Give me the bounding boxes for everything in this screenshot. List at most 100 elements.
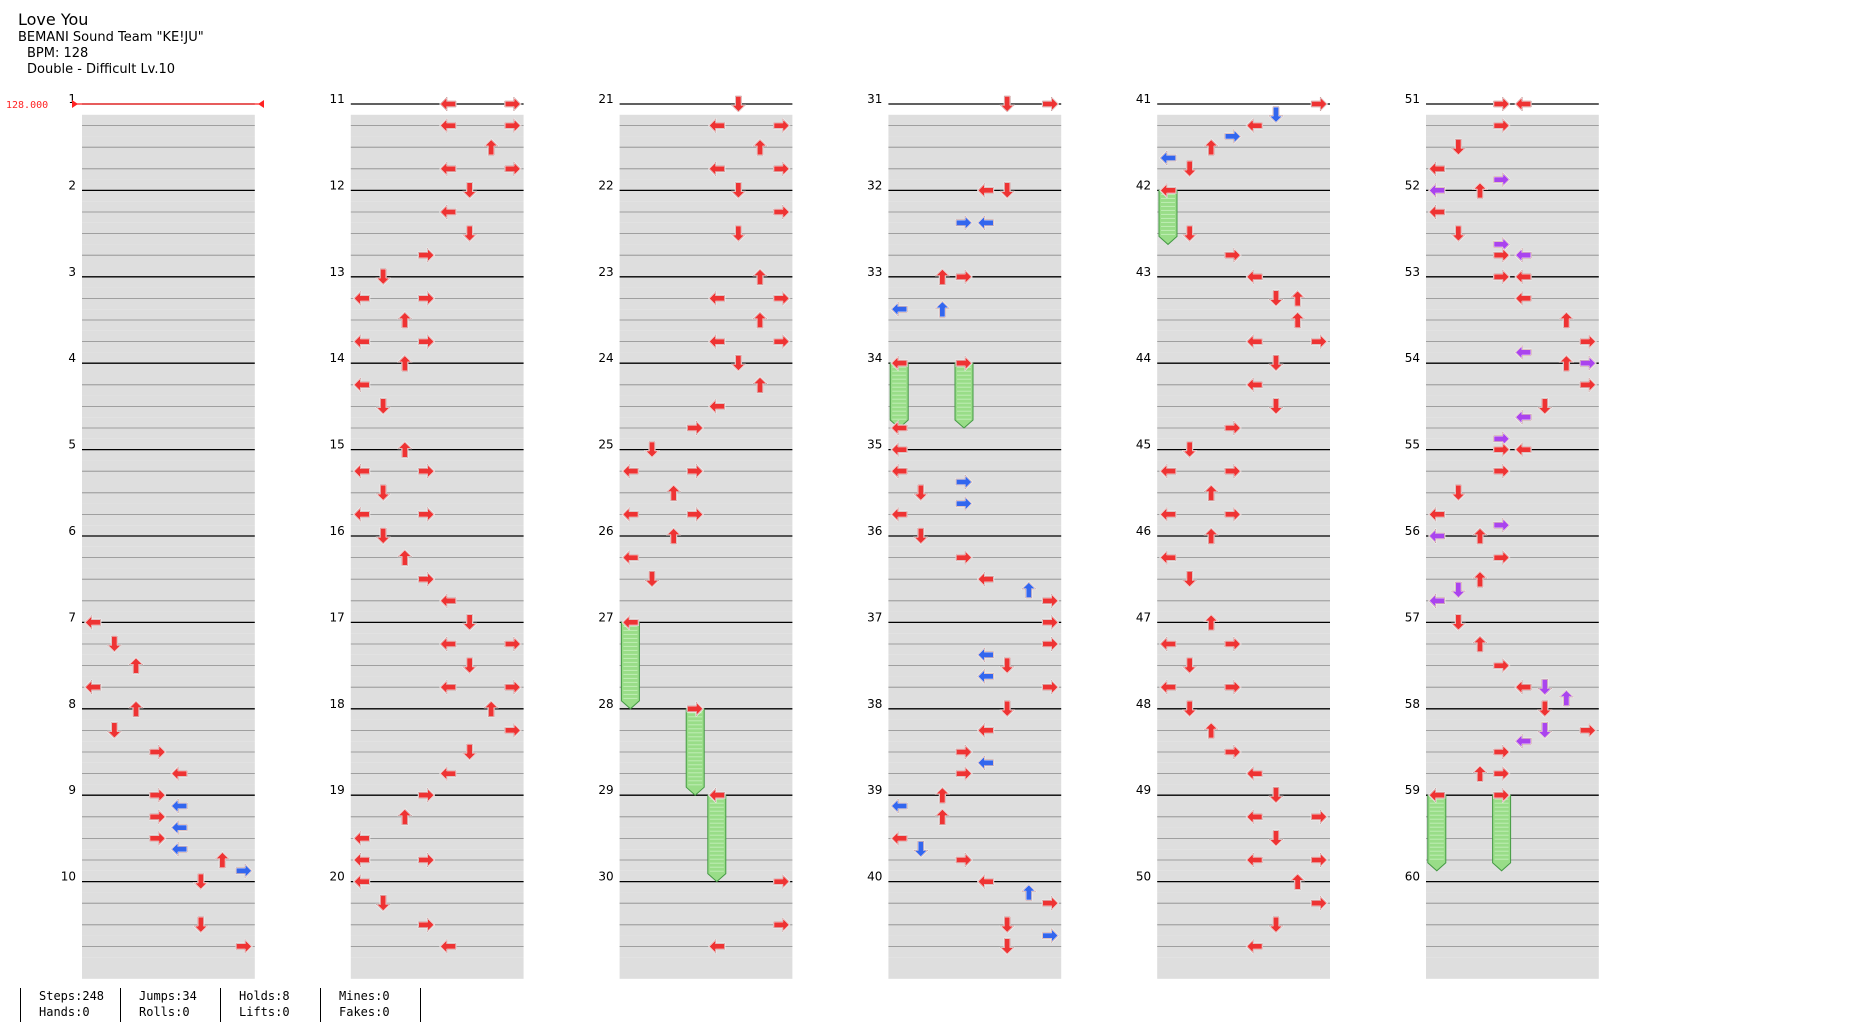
step-arrow [772, 117, 791, 134]
step-arrow [752, 268, 768, 286]
step-arrow [439, 679, 457, 695]
rolls-count: Rolls:0 [139, 1005, 190, 1019]
step-arrow [1268, 916, 1284, 934]
hold-body [707, 794, 727, 883]
step-notes [84, 95, 1597, 956]
beat-band [619, 957, 793, 979]
measure-number: 1 [68, 92, 76, 106]
step-arrow [461, 181, 478, 199]
step-arrow [708, 938, 726, 955]
bpm-line-end [258, 100, 264, 108]
step-arrow [1472, 181, 1488, 199]
step-arrow [1537, 700, 1553, 718]
measure-number: 48 [1136, 697, 1151, 711]
step-arrow [1289, 872, 1306, 891]
step-arrow [149, 744, 167, 760]
step-arrow [708, 290, 726, 307]
step-arrow [375, 397, 391, 415]
measure-number: 27 [598, 610, 613, 624]
step-arrow [353, 377, 371, 393]
step-arrow [149, 787, 167, 803]
step-arrow [1159, 636, 1177, 652]
step-arrow [1428, 161, 1446, 177]
step-arrow [1579, 333, 1597, 350]
step-arrow [1492, 247, 1511, 263]
step-arrow [1268, 829, 1284, 848]
measure-number: 58 [1405, 697, 1420, 711]
beat-band [350, 957, 524, 979]
step-arrow [730, 225, 747, 243]
step-arrow [976, 722, 995, 739]
step-arrow [890, 463, 908, 479]
beat-band [1157, 957, 1330, 979]
step-arrow [483, 138, 499, 156]
measure-number: 35 [867, 438, 882, 452]
step-arrow [955, 269, 973, 285]
step-arrow [890, 830, 908, 847]
step-arrow [235, 938, 253, 955]
step-arrow [461, 613, 478, 632]
step-arrow [417, 290, 435, 307]
step-arrow [417, 247, 435, 263]
step-arrow [1041, 614, 1060, 631]
measure-number: 36 [867, 524, 882, 538]
measure-number: 19 [330, 783, 345, 797]
step-arrow [170, 841, 188, 857]
hold-notes [620, 189, 1512, 883]
song-artist: BEMANI Sound Team "KE!JU" [18, 30, 204, 45]
step-arrow [621, 549, 640, 566]
measure-number: 14 [330, 351, 345, 365]
step-arrow [1245, 269, 1264, 285]
step-arrow [1514, 679, 1532, 695]
step-arrow [1224, 420, 1242, 436]
step-arrow [1041, 895, 1060, 911]
measure-number: 49 [1136, 783, 1151, 797]
step-arrow [1558, 311, 1575, 329]
step-arrow [397, 808, 413, 826]
measure-number: 4 [68, 351, 76, 365]
step-arrow [976, 755, 995, 771]
step-arrow [686, 463, 704, 479]
step-arrow [439, 938, 457, 955]
bpm-value: 128.000 [6, 100, 48, 111]
step-arrow [621, 614, 640, 631]
hold-body [620, 621, 640, 710]
step-arrow [1450, 225, 1467, 243]
step-arrow [1492, 549, 1511, 566]
measure-number: 8 [68, 697, 76, 711]
step-arrow [890, 355, 908, 371]
measure-number: 54 [1405, 351, 1420, 365]
step-arrow [1428, 182, 1446, 199]
step-arrow [955, 215, 973, 231]
step-arrow [1537, 397, 1553, 415]
step-chart: 1234567891011121314151617181920212223242… [6, 92, 1599, 979]
step-arrow [1492, 96, 1511, 112]
step-arrow [353, 290, 371, 307]
measure-number: 18 [330, 697, 345, 711]
step-arrow [1159, 463, 1177, 479]
step-arrow [1159, 150, 1177, 166]
step-arrow [1203, 527, 1219, 545]
measure-number: 59 [1405, 783, 1420, 797]
step-arrow [1514, 247, 1532, 263]
step-arrow [375, 894, 391, 912]
step-arrow [1472, 635, 1488, 653]
step-arrow [1450, 138, 1467, 156]
measure-number: 11 [330, 92, 345, 106]
step-arrow [999, 181, 1015, 199]
step-arrow [772, 873, 791, 890]
step-arrow [621, 506, 640, 523]
measure-number: 16 [330, 524, 345, 538]
measure-number: 38 [867, 697, 882, 711]
measure-number: 25 [598, 438, 613, 452]
step-arrow [84, 614, 102, 631]
step-arrow [1537, 721, 1553, 740]
step-arrow [1450, 581, 1467, 599]
step-arrow [1450, 613, 1467, 632]
lifts-count: Lifts:0 [239, 1005, 290, 1019]
measure-number: 46 [1136, 524, 1151, 538]
measure-number: 7 [68, 610, 76, 624]
step-arrow [1159, 182, 1177, 199]
step-arrow [504, 161, 522, 177]
measure-number: 6 [68, 524, 76, 538]
